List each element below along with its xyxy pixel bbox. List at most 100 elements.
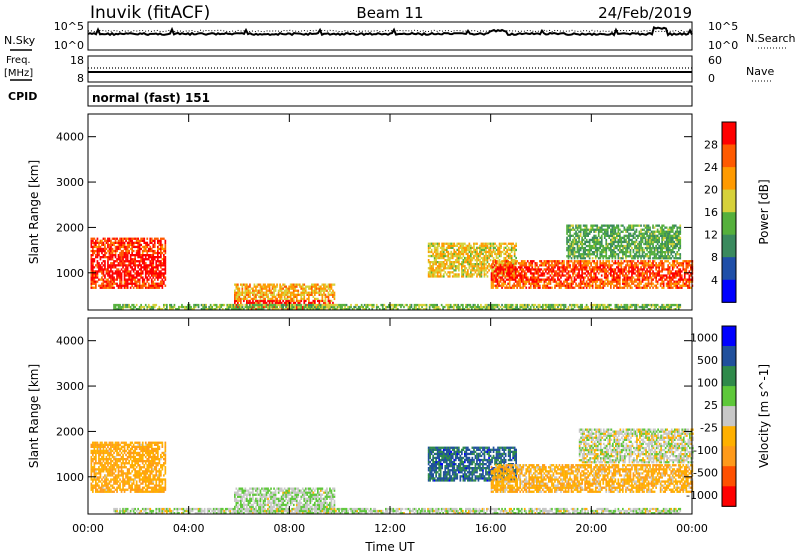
data-cell <box>658 244 660 248</box>
data-cell <box>206 308 209 311</box>
data-cell <box>369 303 372 307</box>
data-cell <box>459 244 462 247</box>
data-cell <box>585 274 588 277</box>
data-cell <box>235 303 238 307</box>
data-cell <box>498 252 501 256</box>
data-cell <box>158 308 161 311</box>
data-cell <box>590 253 592 256</box>
data-cell <box>542 274 544 277</box>
data-cell <box>461 275 463 278</box>
data-cell <box>593 268 595 271</box>
data-cell <box>560 282 562 285</box>
data-cell <box>631 246 633 250</box>
data-cell <box>611 255 614 258</box>
data-cell <box>665 232 668 235</box>
data-cell <box>560 262 562 265</box>
data-cell <box>655 284 657 287</box>
data-cell <box>240 283 242 286</box>
data-cell <box>98 251 100 255</box>
data-cell <box>375 305 378 309</box>
data-cell <box>237 283 239 286</box>
data-cell <box>557 264 559 267</box>
data-cell <box>237 301 239 305</box>
data-cell <box>625 278 627 281</box>
data-cell <box>292 293 295 296</box>
data-cell <box>664 255 666 258</box>
data-cell <box>658 264 660 267</box>
data-cell <box>602 244 605 248</box>
data-cell <box>356 308 358 311</box>
data-cell <box>96 260 99 263</box>
data-cell <box>119 264 121 267</box>
data-cell <box>514 280 517 283</box>
data-cell <box>255 301 257 305</box>
data-cell <box>629 276 632 279</box>
data-cell <box>619 272 621 275</box>
data-cell <box>626 274 629 277</box>
data-cell <box>674 230 677 233</box>
data-cell <box>116 247 118 251</box>
data-cell <box>297 283 300 286</box>
data-cell <box>569 253 571 256</box>
data-cell <box>150 256 153 259</box>
data-cell <box>685 264 688 267</box>
data-cell <box>137 249 139 253</box>
data-cell <box>594 280 597 283</box>
data-cell <box>119 243 121 247</box>
data-cell <box>667 251 669 254</box>
data-cell <box>573 266 576 269</box>
data-cell <box>647 236 650 239</box>
data-cell <box>611 226 614 229</box>
data-cell <box>194 303 197 307</box>
data-cell <box>661 286 663 289</box>
data-cell <box>665 244 668 248</box>
data-cell <box>256 293 259 296</box>
data-cell <box>656 266 659 269</box>
data-cell <box>270 293 272 296</box>
data-cell <box>479 273 481 276</box>
data-cell <box>567 260 570 263</box>
data-cell <box>125 254 127 257</box>
data-cell <box>288 285 290 288</box>
data-cell <box>593 278 595 281</box>
data-cell <box>122 256 124 259</box>
data-cell <box>90 243 93 247</box>
data-cell <box>147 266 150 269</box>
data-cell <box>558 268 561 271</box>
data-cell <box>132 286 135 289</box>
data-cell <box>146 237 149 240</box>
data-cell <box>552 268 555 271</box>
data-cell <box>447 242 450 245</box>
data-cell <box>157 308 159 311</box>
data-cell <box>259 285 262 288</box>
data-cell <box>324 301 327 305</box>
data-cell <box>200 303 203 307</box>
data-cell <box>554 280 556 283</box>
data-cell <box>588 268 591 271</box>
data-cell <box>255 285 257 288</box>
data-cell <box>433 254 436 258</box>
data-cell <box>679 272 682 275</box>
data-cell <box>539 286 541 289</box>
data-cell <box>656 282 659 285</box>
data-cell <box>671 228 674 231</box>
data-cell <box>271 287 274 290</box>
data-cell <box>655 246 657 250</box>
data-cell <box>617 280 620 283</box>
data-cell <box>474 263 477 266</box>
data-cell <box>602 232 605 235</box>
data-cell <box>488 242 490 245</box>
data-cell <box>309 285 312 288</box>
data-cell <box>126 303 129 307</box>
data-cell <box>582 251 585 254</box>
data-cell <box>650 266 653 269</box>
data-cell <box>442 246 445 249</box>
data-cell <box>655 276 657 279</box>
data-cell <box>632 234 635 237</box>
data-cell <box>667 257 669 260</box>
data-cell <box>597 249 600 252</box>
data-cell <box>637 249 639 252</box>
data-cell <box>152 268 155 271</box>
data-cell <box>107 262 109 265</box>
data-cell <box>362 305 364 309</box>
